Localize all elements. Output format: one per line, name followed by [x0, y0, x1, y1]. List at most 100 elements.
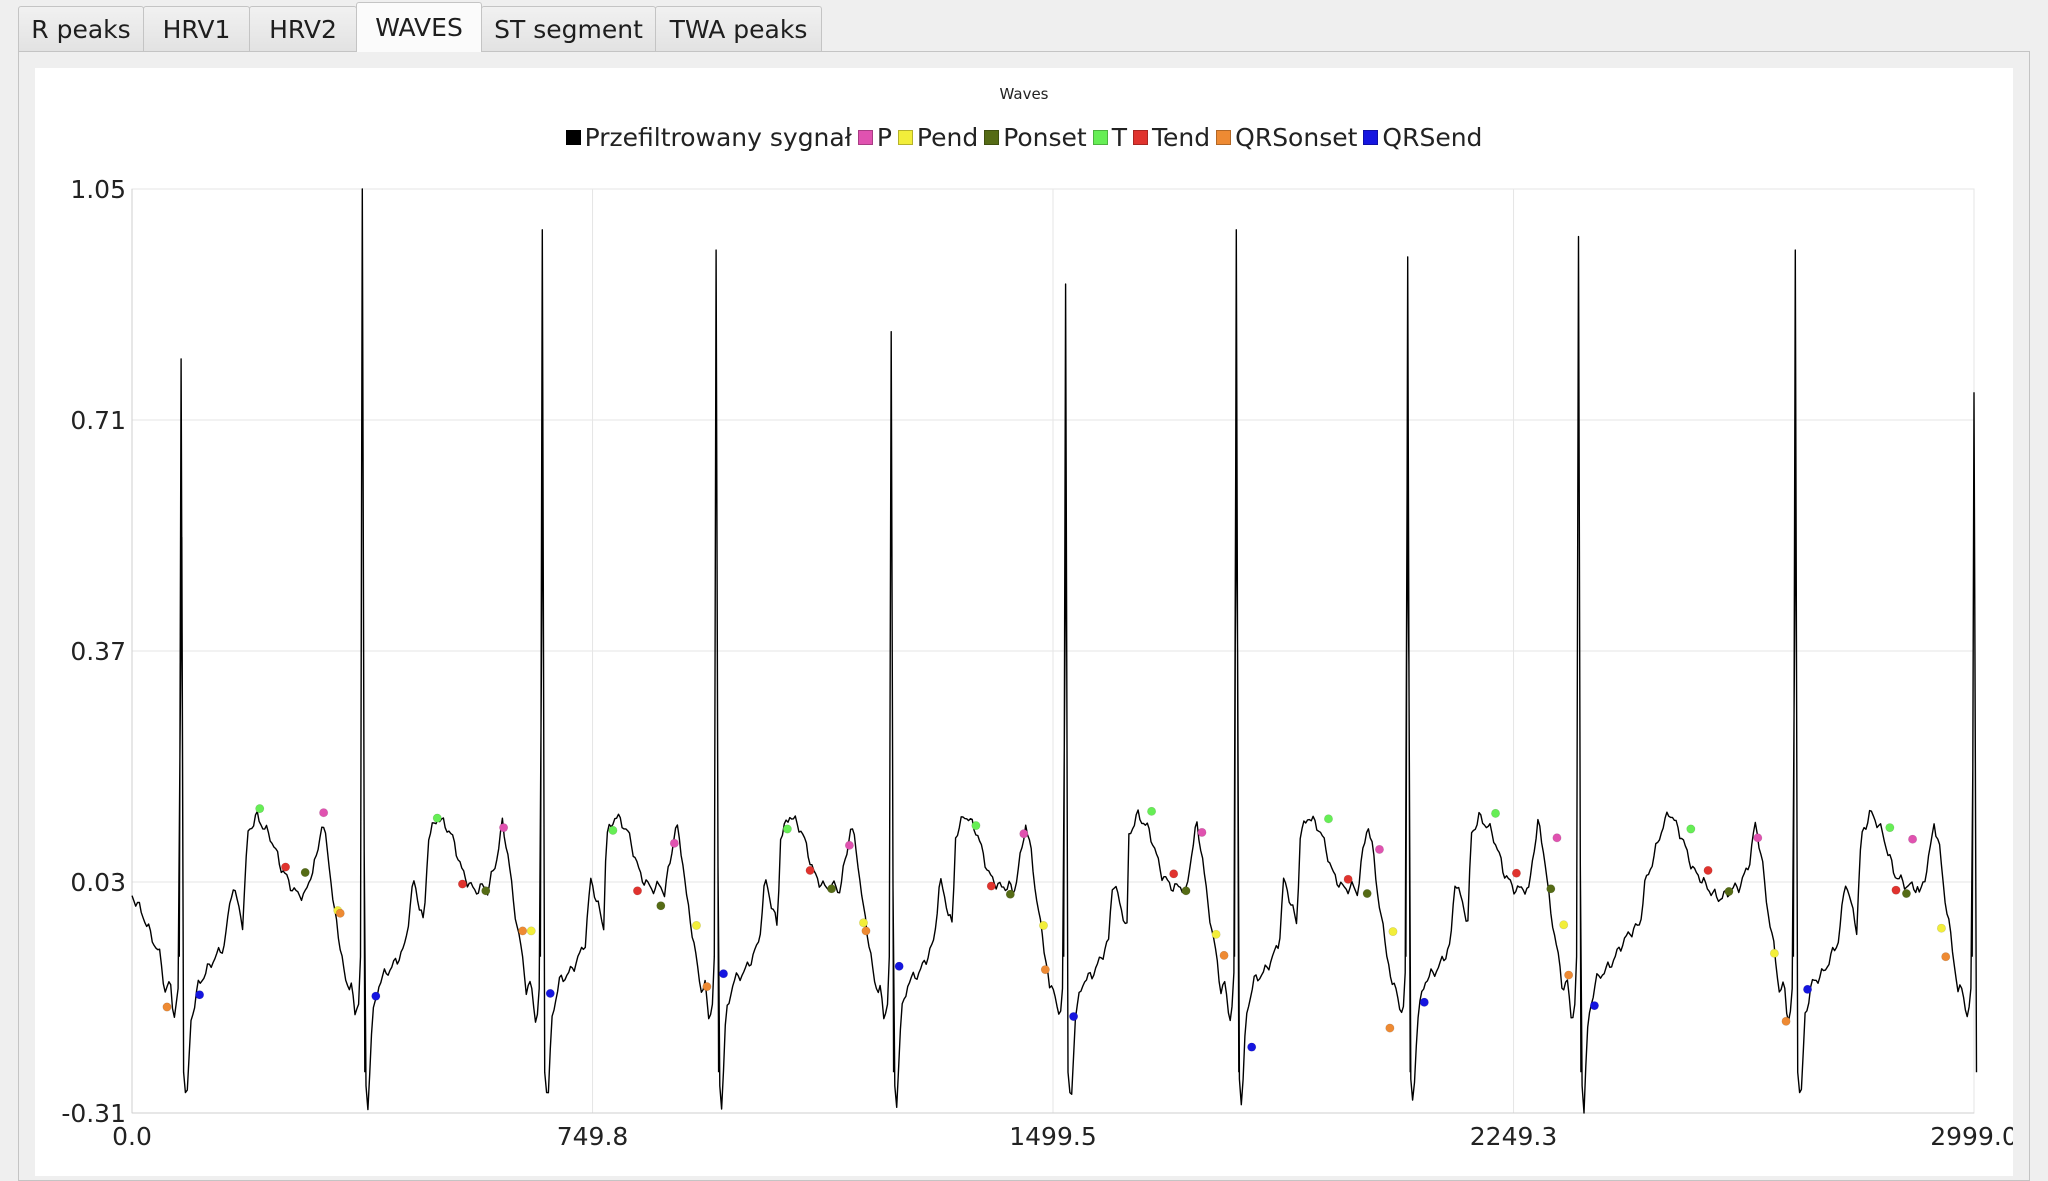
marker-qrsonset [1564, 970, 1574, 980]
x-tick-label: 1499.5 [1009, 1122, 1096, 1151]
marker-qrsend [718, 969, 728, 979]
marker-tend [281, 862, 291, 872]
tab-hrv1[interactable]: HRV1 [143, 6, 250, 52]
marker-t [608, 825, 618, 835]
tab-twa-peaks[interactable]: TWA peaks [655, 6, 822, 52]
marker-t [255, 804, 265, 814]
tab-content-pane: Waves Przefiltrowany sygnał P Pend Ponse… [18, 51, 2030, 1181]
marker-ponset [656, 901, 666, 911]
legend-item-pend[interactable]: Pend [897, 123, 979, 152]
marker-qrsonset [335, 908, 345, 918]
x-tick-label: 0.0 [112, 1122, 152, 1151]
marker-qrsend [1069, 1012, 1079, 1022]
marker-t [1323, 814, 1333, 824]
tab-hrv2[interactable]: HRV2 [249, 6, 357, 52]
marker-ponset [1005, 889, 1015, 899]
marker-ponset [1901, 889, 1911, 899]
marker-ponset [1546, 884, 1556, 894]
legend-label-qrsonset: QRSonset [1235, 123, 1358, 152]
marker-p [1197, 827, 1207, 837]
marker-ponset [481, 886, 491, 896]
marker-pend [1038, 920, 1048, 930]
legend-swatch-qrsonset [1216, 130, 1232, 145]
legend-swatch-pend [897, 130, 913, 145]
legend-label-t: T [1111, 123, 1128, 152]
marker-p [1552, 833, 1562, 843]
marker-qrsend [371, 991, 381, 1001]
marker-t [782, 824, 792, 834]
y-tick-label: -0.31 [61, 1099, 126, 1128]
marker-p [319, 808, 329, 818]
marker-tend [1169, 869, 1179, 879]
marker-qrsend [1589, 1001, 1599, 1011]
marker-p [1019, 829, 1029, 839]
marker-qrsonset [162, 1002, 172, 1012]
tab-st-segment[interactable]: ST segment [481, 6, 656, 52]
tab-bar: R peaks HRV1 HRV2 WAVES ST segment TWA p… [18, 2, 822, 52]
legend-swatch-t [1092, 130, 1108, 145]
x-tick-label: 749.8 [557, 1122, 629, 1151]
legend-swatch-p [857, 130, 873, 145]
marker-ponset [827, 884, 837, 894]
marker-p [844, 840, 854, 850]
tab-waves[interactable]: WAVES [356, 2, 482, 52]
x-tick-label: 2249.3 [1470, 1122, 1557, 1151]
marker-qrsend [1803, 984, 1813, 994]
y-tick-label: 0.71 [70, 406, 126, 435]
marker-tend [457, 879, 467, 889]
marker-qrsonset [1040, 965, 1050, 975]
marker-tend [1511, 868, 1521, 878]
legend-item-signal[interactable]: Przefiltrowany sygnał [565, 123, 852, 152]
marker-t [1686, 824, 1696, 834]
marker-t [1491, 808, 1501, 818]
marker-qrsonset [518, 926, 528, 936]
marker-p [1753, 833, 1763, 843]
marker-tend [986, 881, 996, 891]
legend-item-t[interactable]: T [1092, 123, 1128, 152]
marker-ponset [300, 867, 310, 877]
marker-tend [1891, 885, 1901, 895]
marker-qrsend [195, 990, 205, 1000]
marker-qrsend [1247, 1042, 1257, 1052]
marker-qrsonset [861, 926, 871, 936]
marker-qrsonset [1219, 950, 1229, 960]
ecg-signal-line [131, 188, 1978, 1114]
legend-label-ponset: Ponset [1003, 123, 1087, 152]
chart-title: Waves [999, 85, 1049, 103]
legend-label-pend: Pend [916, 123, 979, 152]
marker-tend [1703, 865, 1713, 875]
marker-t [1885, 823, 1895, 833]
legend-label-p: P [876, 123, 892, 152]
legend-item-p[interactable]: P [857, 123, 892, 152]
tab-r-peaks[interactable]: R peaks [18, 6, 144, 52]
marker-qrsonset [1941, 952, 1951, 962]
marker-pend [1559, 920, 1569, 930]
y-tick-label: 0.03 [70, 868, 126, 897]
legend-swatch-signal [565, 130, 581, 145]
legend-swatch-tend [1133, 130, 1149, 145]
marker-t [1147, 806, 1157, 816]
marker-qrsonset [702, 982, 712, 992]
legend-label-qrsend: QRSend [1382, 123, 1483, 152]
legend-item-tend[interactable]: Tend [1133, 123, 1210, 152]
legend-swatch-qrsend [1363, 130, 1379, 145]
marker-tend [632, 886, 642, 896]
chart-area: Waves Przefiltrowany sygnał P Pend Ponse… [35, 68, 2013, 1176]
legend-item-qrsonset[interactable]: QRSonset [1216, 123, 1357, 152]
marker-pend [859, 918, 869, 928]
legend-swatch-ponset [984, 130, 1000, 145]
legend-item-ponset[interactable]: Ponset [984, 123, 1087, 152]
marker-ponset [1181, 886, 1191, 896]
marker-p [669, 838, 679, 848]
marker-p [1374, 844, 1384, 854]
marker-tend [805, 865, 815, 875]
y-tick-label: 1.05 [70, 175, 126, 204]
y-tick-label: 0.37 [70, 637, 126, 666]
marker-qrsonset [1385, 1023, 1395, 1033]
ecg-chart[interactable]: 0.0 749.8 1499.5 2249.3 2999.0 1.05 0.71 0.37 0.… [35, 68, 2013, 1176]
marker-p [1908, 834, 1918, 844]
legend-item-qrsend[interactable]: QRSend [1363, 123, 1482, 152]
marker-pend [1388, 927, 1398, 937]
marker-t [432, 813, 442, 823]
marker-pend [1936, 923, 1946, 933]
